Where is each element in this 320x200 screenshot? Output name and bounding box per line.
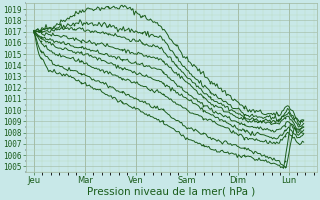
X-axis label: Pression niveau de la mer( hPa ): Pression niveau de la mer( hPa ): [87, 187, 255, 197]
